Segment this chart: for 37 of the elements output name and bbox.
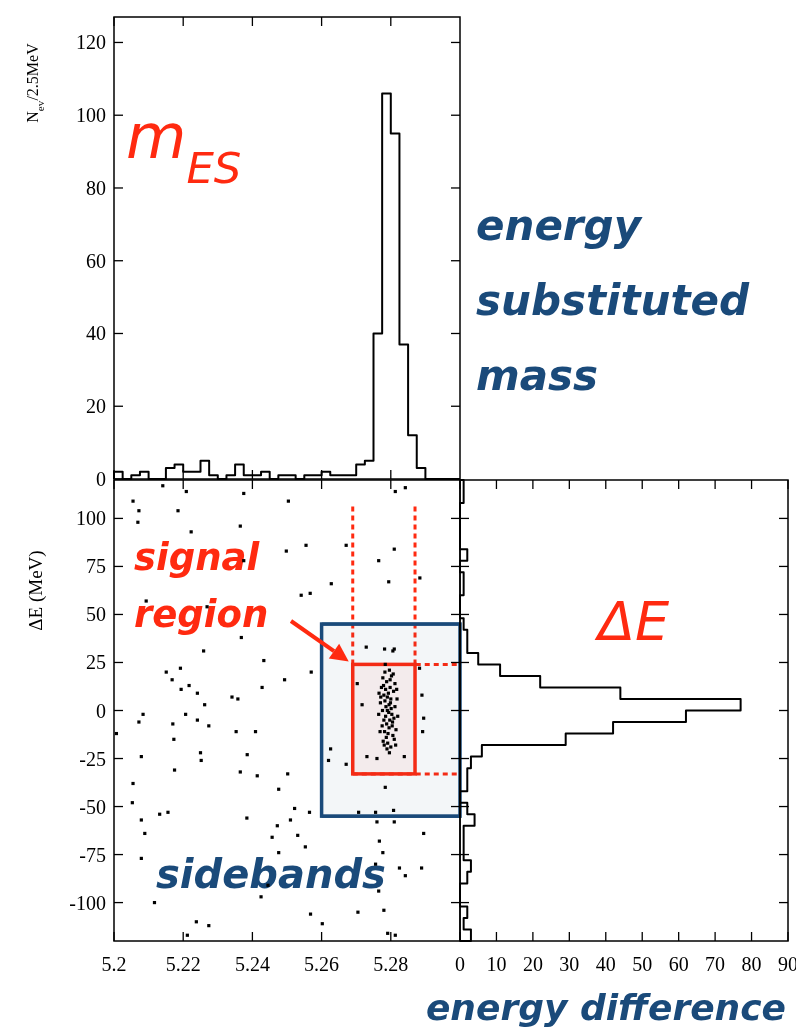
y-tick-label: 100 [76, 104, 106, 127]
y-tick-label: 40 [86, 322, 106, 345]
x-tick-label: 0 [455, 953, 465, 975]
annotation: ΔE [594, 590, 670, 653]
x-tick-label: 5.22 [165, 953, 201, 975]
y-tick-label: 60 [86, 249, 106, 272]
annotation: signal region [134, 536, 269, 636]
y-tick-label: 20 [86, 395, 106, 418]
annotation: sidebands [156, 851, 386, 897]
y-tick-label: 75 [86, 555, 106, 578]
y-tick-label: 100 [76, 507, 106, 530]
x-tick-label: 50 [632, 953, 653, 975]
text: energy difference [425, 987, 786, 1028]
x-tick-label: 20 [522, 953, 543, 975]
y-tick-label: -25 [79, 747, 106, 770]
x-tick-label: 80 [741, 953, 762, 975]
y-tick-label: -75 [79, 843, 106, 866]
x-tick-label: 60 [668, 953, 689, 975]
y-tick-label: 50 [86, 603, 106, 626]
y-tick-label: 25 [86, 651, 106, 674]
y-tick-label: 0 [96, 699, 106, 722]
x-tick-label: 5.28 [373, 953, 409, 975]
x-tick-label: 40 [595, 953, 616, 975]
y-tick-label: 120 [76, 31, 106, 54]
x-tick-label: 70 [705, 953, 726, 975]
x-tick-label: 10 [486, 953, 507, 975]
y-axis-title: ΔE (MeV) [25, 550, 47, 631]
y-tick-label: 80 [86, 176, 106, 199]
text: energy substituted mass [476, 201, 750, 400]
x-tick-label: 5.26 [304, 953, 340, 975]
annotation: m$_{ES}$ [126, 100, 242, 193]
y-tick-label: -100 [69, 891, 106, 914]
y-tick-label: -50 [79, 795, 106, 818]
x-tick-label: 5.24 [234, 953, 270, 975]
x-tick-label: 30 [559, 953, 580, 975]
x-tick-label: 5.2 [101, 953, 127, 975]
y-tick-label: 0 [96, 468, 106, 490]
